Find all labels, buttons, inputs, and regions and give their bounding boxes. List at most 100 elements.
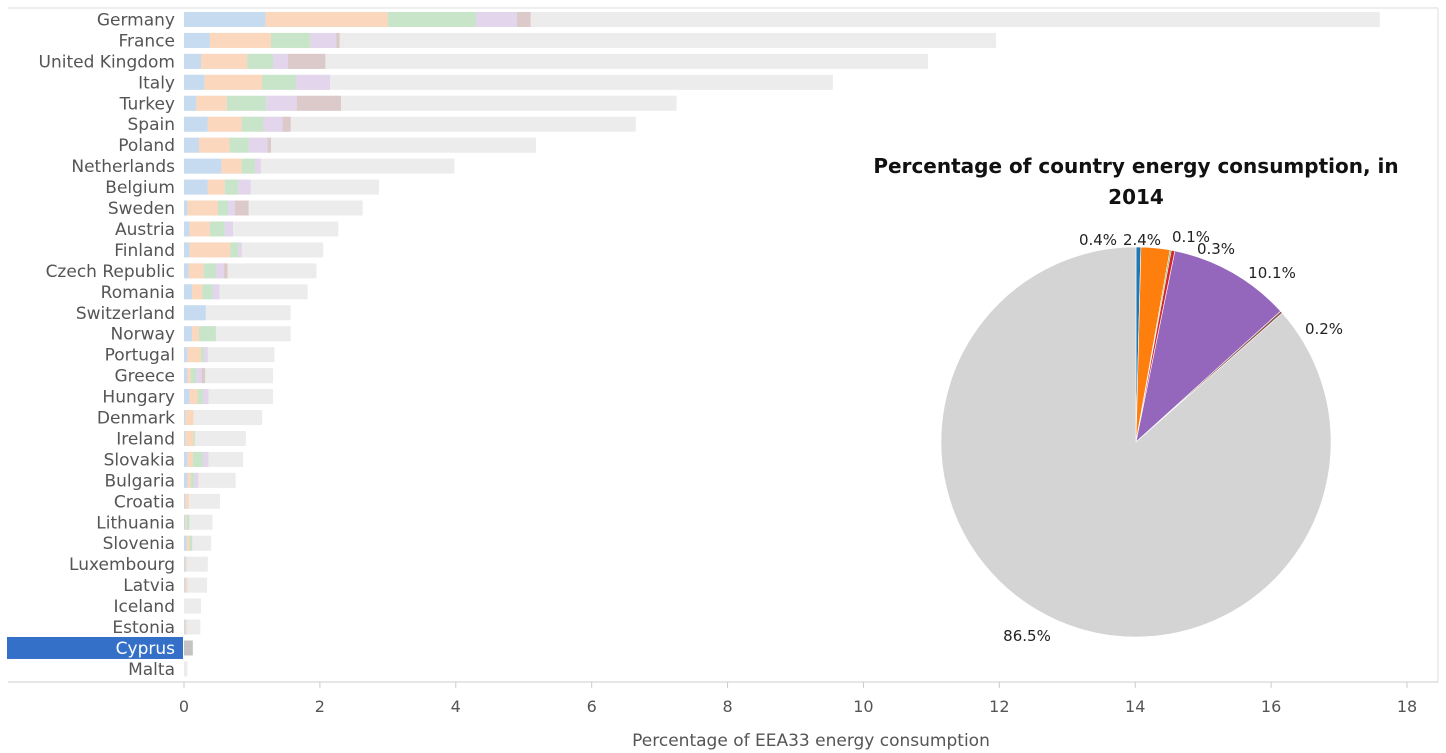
pie-slice-label-5: 10.1%	[1248, 264, 1296, 282]
pie-slice-label-1: 0.4%	[1079, 231, 1117, 249]
bar-segment-poland-1	[184, 137, 199, 153]
bar-segment-hungary-3	[197, 389, 204, 405]
category-label-hungary: Hungary	[102, 388, 175, 408]
pie-slice-label-6: 0.2%	[1305, 320, 1343, 338]
bar-segment-austria-4	[224, 221, 233, 237]
bar-segment-france-2	[209, 32, 271, 48]
x-tick-label-16: 16	[1261, 697, 1281, 716]
bar-segment-latvia-1	[184, 577, 186, 593]
bar-denmark	[184, 410, 263, 426]
bar-segment-sweden-2	[187, 200, 218, 216]
category-label-lithuania: Lithuania	[96, 513, 175, 533]
bar-segment-austria-3	[209, 221, 225, 237]
category-label-poland: Poland	[118, 136, 175, 156]
category-label-slovakia: Slovakia	[104, 450, 175, 470]
bar-segment-ireland-3	[193, 430, 195, 446]
bar-segment-portugal-4	[204, 347, 208, 363]
category-label-united-kingdom: United Kingdom	[39, 52, 175, 72]
bar-segment-netherlands-4	[255, 158, 261, 174]
bar-segment-bulgaria-3	[190, 472, 195, 488]
bar-segment-hungary-2	[189, 389, 198, 405]
x-tick-label-2: 2	[315, 697, 325, 716]
pie-slice-label-4: 0.3%	[1197, 240, 1235, 258]
bar-segment-belgium-3	[224, 179, 239, 195]
bar-segment-netherlands-2	[221, 158, 242, 174]
bar-segment-hungary-4	[203, 389, 209, 405]
bar-segment-italy-2	[204, 74, 263, 90]
x-tick-label-8: 8	[722, 697, 732, 716]
category-label-bulgaria: Bulgaria	[105, 471, 176, 491]
bar-segment-finland-2	[189, 242, 231, 258]
bar-segment-turkey-3	[226, 95, 267, 111]
pie-slice-5	[1135, 250, 1282, 443]
bar-segment-greece-5	[201, 368, 206, 384]
bar-segment-italy-3	[262, 74, 297, 90]
bar-segment-hungary-1	[184, 389, 190, 405]
category-label-latvia: Latvia	[123, 576, 175, 596]
bar-segment-estonia-2	[185, 619, 187, 635]
bar-segment-spain-2	[207, 116, 242, 132]
bar-segment-italy-1	[184, 74, 205, 90]
bar-segment-slovenia-1	[184, 535, 187, 551]
bar-segment-united-kingdom-3	[247, 53, 274, 69]
category-label-turkey: Turkey	[119, 94, 175, 114]
bar-segment-romania-4	[212, 284, 220, 300]
bar-segment-poland-3	[229, 137, 249, 153]
bar-segment-slovakia-4	[203, 451, 209, 467]
x-tick-label-0: 0	[179, 697, 189, 716]
bar-segment-latvia-2	[185, 577, 188, 593]
bar-italy	[184, 74, 833, 90]
bar-segment-united-kingdom-2	[200, 53, 248, 69]
bar-segment-united-kingdom-1	[184, 53, 201, 69]
x-tick-label-14: 14	[1125, 697, 1145, 716]
bar-luxembourg	[184, 556, 208, 572]
bar-segment-france-1	[184, 32, 210, 48]
bar-segment-romania-1	[184, 284, 193, 300]
bar-segment-united-kingdom-5	[287, 53, 326, 69]
category-label-norway: Norway	[111, 325, 176, 345]
category-label-netherlands: Netherlands	[71, 157, 175, 177]
bar-segment-luxembourg-1	[184, 556, 186, 572]
bar-segment-turkey-5	[296, 95, 341, 111]
bar-segment-ireland-1	[184, 430, 186, 446]
bar-segment-germany-1	[184, 11, 266, 27]
bar-segment-greece-3	[190, 368, 197, 384]
category-label-sweden: Sweden	[108, 199, 175, 219]
category-label-luxembourg: Luxembourg	[69, 555, 175, 575]
bar-segment-belgium-2	[207, 179, 225, 195]
bar-segment-germany-2	[265, 11, 388, 27]
bar-lithuania	[184, 514, 213, 530]
bar-segment-austria-1	[184, 221, 190, 237]
bar-segment-denmark-2	[185, 410, 194, 426]
category-label-portugal: Portugal	[105, 346, 175, 366]
x-tick-label-10: 10	[853, 697, 873, 716]
bar-segment-denmark-1	[184, 410, 186, 426]
category-label-iceland: Iceland	[113, 597, 175, 617]
bar-segment-austria-2	[189, 221, 210, 237]
bar-segment-spain-5	[282, 116, 291, 132]
bar-segment-romania-3	[202, 284, 213, 300]
bar-united-kingdom	[184, 53, 928, 69]
bar-segment-poland-4	[248, 137, 268, 153]
bar-segment-lithuania-2	[185, 514, 187, 530]
bar-segment-iceland-6	[184, 598, 191, 614]
bar-segment-portugal-3	[200, 347, 205, 363]
bar-segment-czech-republic-1	[184, 263, 189, 279]
bar-greece	[184, 368, 274, 384]
bar-segment-italy-4	[296, 74, 331, 90]
category-label-italy: Italy	[138, 73, 175, 93]
pie-slice-label-7: 86.5%	[1003, 627, 1051, 645]
category-label-estonia: Estonia	[112, 618, 175, 638]
x-tick-label-18: 18	[1397, 697, 1417, 716]
bar-segment-netherlands-1	[184, 158, 222, 174]
bar-switzerland	[184, 305, 291, 321]
bar-segment-slovakia-3	[192, 451, 204, 467]
bar-segment-romania-2	[192, 284, 203, 300]
bar-segment-norway-1	[184, 326, 193, 342]
bar-segment-finland-4	[238, 242, 242, 258]
bar-segment-greece-4	[196, 368, 202, 384]
bar-segment-bulgaria-2	[187, 472, 191, 488]
bar-segment-spain-1	[184, 116, 208, 132]
